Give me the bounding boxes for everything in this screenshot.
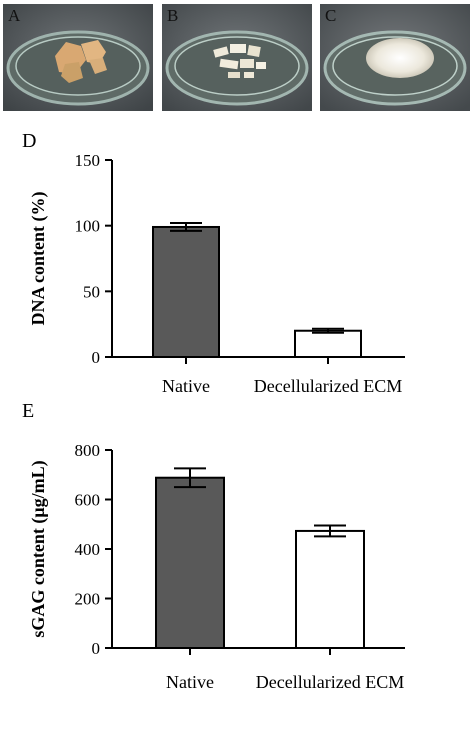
petri-dish-native-tissue-image: [3, 4, 153, 111]
chart-d-x-tick-label: Decellularized ECM: [254, 376, 402, 396]
chart-e-x-tick-label: Native: [166, 672, 214, 692]
petri-dish-decellularized-fragments-image: [162, 4, 312, 111]
chart-e-y-tick-label: 200: [75, 590, 101, 609]
chart-d-panel-letter: D: [22, 130, 36, 152]
panel-label-b: B: [167, 6, 179, 25]
chart-e-y-tick-label: 0: [92, 639, 101, 658]
chart-e-y-tick-label: 800: [75, 441, 101, 460]
chart-d-y-tick-label: 100: [75, 217, 101, 236]
chart-d-y-axis-title: DNA content (%): [28, 192, 49, 326]
chart-d-y-tick-label: 150: [75, 151, 101, 170]
photo-panel-b: B: [162, 4, 312, 111]
chart-e-bar-native: [155, 476, 225, 649]
chart-e-y-tick-label: 400: [75, 540, 101, 559]
photo-panel-a: A: [3, 4, 153, 111]
chart-e-y-axis-title: sGAG content (μg/mL): [28, 460, 49, 637]
chart-e-panel-letter: E: [22, 400, 34, 422]
petri-dish-ecm-powder-image: [320, 4, 470, 111]
chart-d-y-tick-label: 0: [92, 348, 101, 367]
panel-label-a: A: [8, 6, 21, 25]
chart-e-y-tick-label: 600: [75, 491, 101, 510]
chart-d-y-tick-label: 50: [83, 282, 100, 301]
chart-e-x-tick-label: Decellularized ECM: [256, 672, 404, 692]
panel-label-c: C: [325, 6, 337, 25]
chart-d-bar-decellularized-ecm: [294, 329, 362, 359]
chart-d-bar-native: [152, 225, 220, 358]
chart-e-bar-decellularized-ecm: [295, 529, 365, 649]
photo-panel-c: C: [320, 4, 470, 111]
chart-d-x-tick-label: Native: [162, 376, 210, 396]
